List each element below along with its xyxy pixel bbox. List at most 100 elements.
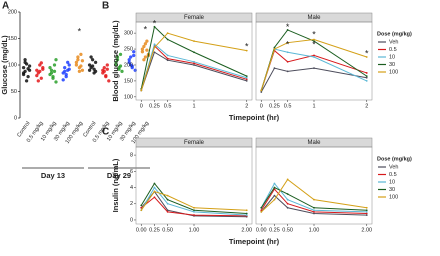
data-point xyxy=(140,204,143,207)
x-tick-label: 0.25 xyxy=(149,103,160,109)
data-point xyxy=(245,78,248,81)
legend-label: 10 xyxy=(389,179,395,185)
data-point xyxy=(35,68,39,72)
data-point xyxy=(245,75,248,78)
data-point xyxy=(260,91,263,93)
data-point xyxy=(286,193,289,195)
data-point xyxy=(104,73,108,78)
data-point xyxy=(273,46,276,49)
data-point xyxy=(245,209,248,212)
legend-label: Veh xyxy=(389,164,398,170)
data-point xyxy=(77,69,82,74)
data-point xyxy=(245,214,248,216)
data-point xyxy=(313,67,315,70)
data-point xyxy=(286,70,289,73)
data-point xyxy=(67,63,71,67)
annotation: * xyxy=(286,40,290,50)
data-point xyxy=(51,75,55,79)
legend-title: Dose (mg/kg) xyxy=(377,31,412,37)
annotation: * xyxy=(153,19,157,29)
data-point xyxy=(286,206,289,209)
data-point xyxy=(166,210,169,213)
y-tick-label: 250 xyxy=(124,47,133,53)
series-line xyxy=(140,196,247,217)
data-point xyxy=(245,49,248,52)
data-point xyxy=(140,206,143,209)
data-point xyxy=(74,60,79,64)
y-tick-label: 8 xyxy=(130,153,133,159)
data-point xyxy=(63,66,67,70)
y-tick-label: 150 xyxy=(124,78,133,84)
data-point xyxy=(93,69,98,74)
data-point xyxy=(143,42,148,46)
y-tick-label: 0 xyxy=(130,217,133,223)
legend-label: 10 xyxy=(389,54,395,60)
data-point xyxy=(153,51,156,54)
x-tick-label: 0.25 xyxy=(149,227,160,233)
data-point xyxy=(54,58,58,62)
data-point xyxy=(102,66,106,70)
panel-label: C xyxy=(102,127,109,138)
y-tick-label: 4 xyxy=(130,185,133,191)
data-point xyxy=(193,62,195,65)
data-point xyxy=(193,210,195,213)
annotation: * xyxy=(312,40,316,50)
x-tick-label: 0.25 xyxy=(269,103,280,109)
data-point xyxy=(245,76,248,79)
data-point xyxy=(313,40,315,43)
data-point xyxy=(107,79,111,83)
data-point xyxy=(286,51,289,54)
legend-label: 0.5 xyxy=(389,172,397,178)
annotation: * xyxy=(78,27,82,37)
series-line xyxy=(140,182,247,214)
legend-label: 30 xyxy=(389,187,395,193)
data-point xyxy=(153,25,156,28)
data-point xyxy=(76,55,80,59)
x-tick-label: 0.00 xyxy=(256,227,267,233)
data-point xyxy=(286,202,289,205)
y-axis-title: Insulin (ng/mL) xyxy=(111,158,120,212)
data-point xyxy=(273,198,276,201)
data-point xyxy=(102,69,106,74)
legend-label: 0.5 xyxy=(389,47,397,53)
x-tick-label: 0.00 xyxy=(136,227,147,233)
data-point xyxy=(245,212,248,215)
series-line xyxy=(140,43,247,91)
series-line xyxy=(140,25,247,89)
data-point xyxy=(118,64,123,68)
y-tick-label: 200 xyxy=(8,9,17,15)
data-point xyxy=(26,75,30,79)
data-point xyxy=(260,210,263,213)
y-tick-label: 300 xyxy=(124,31,133,37)
data-point xyxy=(153,182,156,185)
y-tick-label: 2 xyxy=(130,201,133,207)
data-point xyxy=(140,89,143,92)
facet-title: Male xyxy=(307,15,321,21)
data-point xyxy=(313,38,315,41)
x-tick-label: 1 xyxy=(192,103,195,109)
data-point xyxy=(365,210,368,213)
x-tick-label: 0.25 xyxy=(269,227,280,233)
data-point xyxy=(63,69,67,74)
data-point xyxy=(365,212,368,215)
x-axis-title: Timepoint (hr) xyxy=(229,237,280,246)
y-axis-title: Blood glucose (mg/dL) xyxy=(111,20,120,102)
data-point xyxy=(127,58,131,62)
data-point xyxy=(273,67,276,70)
data-point xyxy=(24,79,29,83)
data-point xyxy=(286,198,289,201)
annotation: * xyxy=(365,49,369,59)
data-point xyxy=(145,48,149,52)
panel-label: B xyxy=(102,1,109,12)
data-point xyxy=(130,64,134,68)
annotation: * xyxy=(144,24,148,34)
data-point xyxy=(286,60,289,63)
data-point xyxy=(79,64,83,68)
data-point xyxy=(166,202,169,205)
data-point xyxy=(193,64,195,66)
data-point xyxy=(313,54,315,57)
data-point xyxy=(64,72,68,77)
data-point xyxy=(89,55,93,59)
